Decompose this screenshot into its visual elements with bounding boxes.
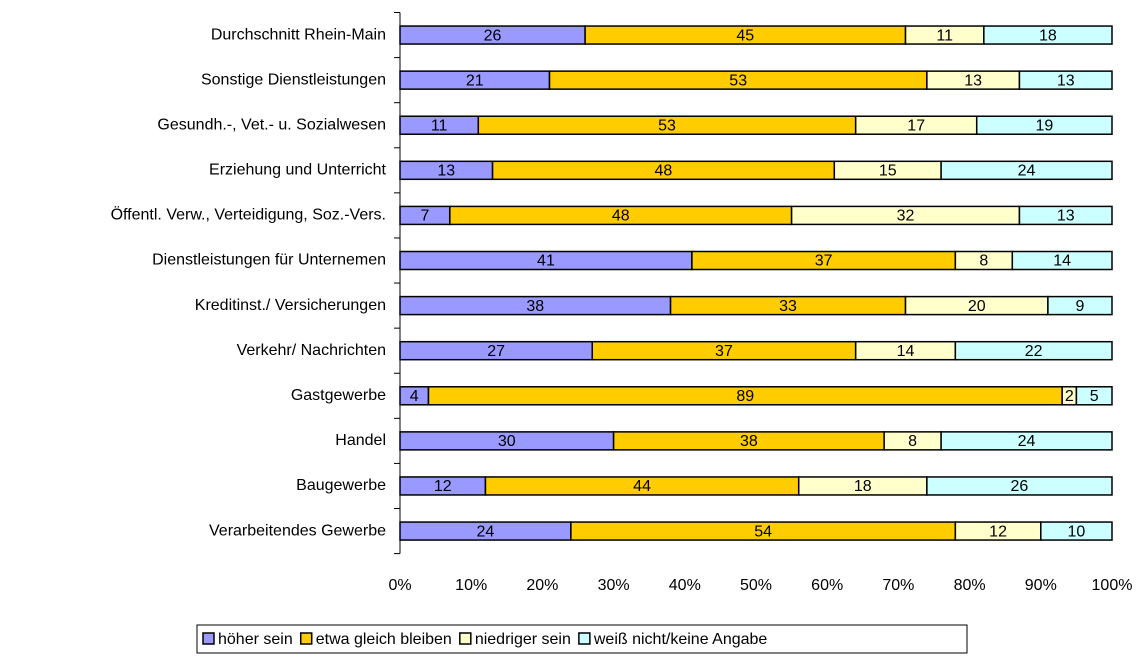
data-label: 26	[484, 27, 502, 44]
data-label: 17	[907, 117, 925, 134]
x-tick-label: 0%	[388, 577, 411, 594]
y-tick-label: Sonstige Dienstleistungen	[201, 71, 386, 88]
data-label: 14	[1053, 253, 1071, 270]
bar-segment	[1018, 70, 1113, 90]
data-label: 8	[979, 253, 988, 270]
legend-label: höher sein	[218, 631, 293, 648]
data-label: 10	[1068, 523, 1086, 540]
data-label: 13	[1057, 72, 1075, 89]
data-label: 18	[1039, 27, 1057, 44]
x-tick-label: 90%	[1025, 577, 1057, 594]
bar-segment	[1018, 205, 1113, 226]
data-label: 54	[754, 523, 772, 540]
data-label: 12	[434, 478, 452, 495]
data-label: 9	[1076, 298, 1085, 315]
data-label: 11	[936, 27, 953, 44]
data-label: 13	[1057, 208, 1075, 225]
data-label: 15	[879, 163, 897, 180]
x-tick-label: 20%	[526, 577, 558, 594]
data-label: 32	[897, 208, 915, 225]
data-label: 26	[1011, 478, 1029, 495]
data-label: 18	[854, 478, 872, 495]
data-label: 48	[655, 163, 673, 180]
data-label: 5	[1090, 388, 1099, 405]
x-tick-label: 100%	[1092, 577, 1133, 594]
y-tick-label: Gastgewerbe	[291, 387, 386, 404]
data-label: 7	[420, 208, 429, 225]
bar-segment	[940, 431, 1113, 451]
x-tick-label: 40%	[669, 577, 701, 594]
data-label: 27	[487, 343, 505, 360]
data-label: 4	[410, 388, 419, 405]
bar-segment	[954, 340, 1113, 361]
x-tick-label: 80%	[954, 577, 986, 594]
legend-label: niedriger sein	[475, 631, 571, 648]
data-label: 53	[729, 72, 747, 89]
data-label: 14	[897, 343, 915, 360]
bar-segment	[983, 25, 1113, 45]
data-label: 37	[815, 253, 833, 270]
data-label: 13	[437, 163, 455, 180]
bar-segment	[1040, 521, 1113, 541]
bar-segment	[975, 115, 1113, 135]
y-tick-label: Handel	[335, 432, 386, 449]
data-label: 44	[633, 478, 651, 495]
y-tick-label: Verarbeitendes Gewerbe	[209, 522, 386, 539]
data-label: 24	[1018, 163, 1036, 180]
bar-segment	[926, 476, 1113, 496]
x-tick-label: 70%	[882, 577, 914, 594]
x-tick-label: 50%	[740, 577, 772, 594]
y-tick-label: Baugewerbe	[296, 477, 386, 494]
y-tick-label: Kreditinst./ Versicherungen	[195, 297, 386, 314]
data-label: 8	[908, 433, 917, 450]
data-label: 33	[779, 298, 797, 315]
legend-label: weiß nicht/keine Angabe	[593, 631, 768, 648]
bar-segment	[1075, 386, 1113, 406]
data-label: 12	[989, 523, 1007, 540]
x-tick-label: 10%	[455, 577, 487, 594]
data-label: 38	[740, 433, 758, 450]
data-label: 20	[968, 298, 986, 315]
x-tick-label: 60%	[811, 577, 843, 594]
data-label: 41	[537, 253, 555, 270]
y-tick-label: Erziehung und Unterricht	[209, 162, 387, 179]
data-label: 13	[964, 72, 982, 89]
data-label: 45	[736, 27, 754, 44]
bar-segment	[940, 160, 1113, 181]
legend-swatch	[459, 632, 472, 645]
y-tick-label: Dienstleistungen für Unternemen	[152, 252, 386, 269]
data-label: 89	[736, 388, 754, 405]
data-label: 30	[498, 433, 516, 450]
x-tick-label: 30%	[598, 577, 630, 594]
data-label: 24	[1018, 433, 1036, 450]
bar-segment	[1011, 250, 1113, 271]
y-tick-label: Gesundh.-, Vet.- u. Sozialwesen	[157, 116, 386, 133]
data-label: 21	[466, 72, 484, 89]
legend: höher sein etwa gleich bleiben niedriger s…	[196, 624, 968, 654]
y-tick-label: Öffentl. Verw., Verteidigung, Soz.-Vers.	[111, 206, 386, 224]
legend-label: etwa gleich bleiben	[316, 631, 452, 648]
y-tick-label: Verkehr/ Nachrichten	[237, 342, 386, 359]
data-label: 38	[526, 298, 544, 315]
data-label: 24	[477, 523, 495, 540]
legend-swatch	[578, 632, 591, 645]
legend-swatch	[299, 632, 313, 645]
data-label: 19	[1035, 117, 1053, 134]
data-label: 2	[1065, 388, 1074, 405]
data-label: 22	[1025, 343, 1043, 360]
data-label: 53	[658, 117, 676, 134]
y-tick-label: Durchschnitt Rhein-Main	[211, 26, 386, 43]
data-label: 37	[715, 343, 733, 360]
data-label: 11	[431, 117, 448, 134]
legend-swatch	[202, 632, 215, 645]
bar-segment	[1047, 295, 1113, 316]
data-label: 48	[612, 208, 630, 225]
